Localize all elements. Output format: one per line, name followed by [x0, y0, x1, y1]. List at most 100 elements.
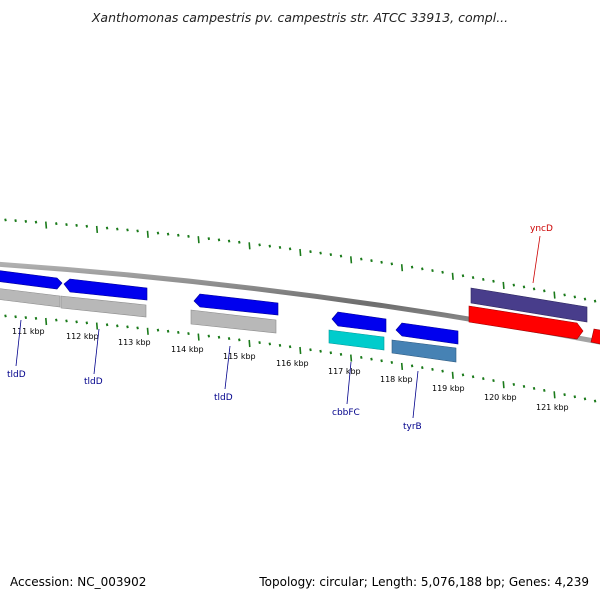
major-tick	[451, 371, 454, 379]
gene-bar-gray[interactable]	[60, 295, 147, 318]
topology-text: Topology: circular; Length: 5,076,188 bp…	[259, 575, 589, 589]
minor-tick	[65, 223, 68, 227]
gene-leader-line	[412, 370, 419, 419]
minor-tick	[238, 338, 241, 342]
minor-tick	[410, 364, 414, 368]
gene-label-yncD[interactable]: yncD	[530, 224, 553, 234]
gene-bar-cyan[interactable]	[328, 329, 385, 351]
minor-tick	[339, 254, 343, 258]
minor-tick	[105, 323, 109, 327]
tick-label: 118 kbp	[380, 375, 413, 384]
minor-tick	[309, 250, 312, 254]
major-tick	[553, 291, 556, 299]
gene-label-cbbFC[interactable]: cbbFC	[332, 408, 360, 418]
minor-tick	[593, 299, 597, 303]
minor-tick	[268, 342, 272, 346]
gene-arrow-blue[interactable]	[193, 293, 279, 316]
gene-arrow-blue[interactable]	[0, 270, 63, 290]
minor-tick	[177, 233, 180, 237]
minor-tick	[268, 244, 272, 248]
minor-tick	[24, 219, 28, 223]
tick-label: 116 kbp	[276, 359, 309, 368]
tick-label: 120 kbp	[484, 393, 517, 402]
major-tick	[502, 381, 505, 389]
gene-arrow-blue[interactable]	[63, 278, 148, 301]
minor-tick	[441, 270, 444, 274]
minor-tick	[65, 319, 68, 323]
gene-label-tyrB[interactable]: tyrB	[403, 422, 422, 432]
minor-tick	[34, 220, 38, 224]
minor-tick	[238, 240, 241, 244]
gene-arrow-blue[interactable]	[395, 322, 459, 345]
minor-tick	[471, 375, 475, 379]
minor-tick	[55, 222, 58, 226]
major-tick	[45, 221, 48, 229]
gene-arrow-red[interactable]	[590, 328, 600, 345]
minor-tick	[370, 357, 373, 361]
major-tick	[197, 236, 200, 244]
minor-tick	[4, 314, 7, 318]
minor-tick	[380, 260, 383, 264]
gene-bar-gray[interactable]	[0, 288, 61, 308]
gene-label-tldD[interactable]: tldD	[214, 393, 233, 403]
minor-tick	[288, 247, 292, 251]
minor-tick	[421, 366, 424, 370]
minor-tick	[258, 341, 261, 345]
minor-tick	[329, 351, 333, 355]
gene-bar-purple[interactable]	[470, 287, 588, 323]
major-tick	[350, 256, 353, 264]
minor-tick	[532, 287, 536, 291]
major-tick	[248, 242, 251, 250]
minor-tick	[512, 382, 516, 386]
minor-tick	[177, 330, 180, 334]
tick-label: 111 kbp	[12, 327, 45, 336]
gene-label-tldD[interactable]: tldD	[7, 370, 26, 380]
kbp-tick-labels: 111 kbp 112 kbp 113 kbp 114 kbp 115 kbp …	[12, 327, 569, 412]
tick-label: 117 kbp	[328, 367, 361, 376]
minor-tick	[512, 283, 516, 287]
gene-bar-steel[interactable]	[391, 339, 457, 363]
minor-tick	[522, 384, 526, 388]
minor-tick	[288, 345, 292, 349]
minor-tick	[85, 321, 89, 325]
accession-text: Accession: NC_003902	[10, 575, 147, 589]
major-tick	[197, 333, 200, 341]
minor-tick	[187, 332, 190, 336]
minor-tick	[227, 239, 231, 243]
major-tick	[502, 281, 505, 289]
gene-leader-line	[15, 319, 22, 367]
minor-tick	[492, 279, 495, 283]
minor-tick	[482, 377, 485, 381]
minor-tick	[75, 320, 78, 324]
minor-tick	[14, 315, 17, 319]
minor-tick	[207, 237, 211, 241]
gene-arrow-blue[interactable]	[331, 311, 387, 333]
minor-tick	[339, 352, 343, 356]
major-tick	[299, 248, 302, 257]
tick-label: 119 kbp	[432, 384, 465, 393]
minor-tick	[217, 335, 221, 339]
minor-tick	[441, 369, 444, 373]
major-tick	[400, 362, 404, 370]
minor-tick	[482, 277, 485, 281]
major-tick	[45, 317, 48, 326]
minor-tick	[421, 267, 424, 271]
major-tick	[400, 264, 404, 272]
minor-tick	[360, 355, 363, 359]
gene-bar-gray[interactable]	[190, 309, 277, 334]
minor-tick	[593, 399, 597, 403]
minor-tick	[156, 328, 160, 332]
tick-label: 121 kbp	[536, 403, 569, 412]
minor-tick	[55, 318, 58, 322]
major-tick	[451, 272, 454, 280]
tick-label: 114 kbp	[171, 345, 204, 354]
minor-tick	[583, 297, 587, 301]
minor-tick	[563, 393, 566, 397]
gene-label-tldD[interactable]: tldD	[84, 377, 103, 387]
major-tick	[350, 354, 353, 362]
gene-arrow-red[interactable]	[468, 305, 584, 340]
minor-tick	[116, 324, 119, 328]
minor-tick	[563, 293, 566, 297]
